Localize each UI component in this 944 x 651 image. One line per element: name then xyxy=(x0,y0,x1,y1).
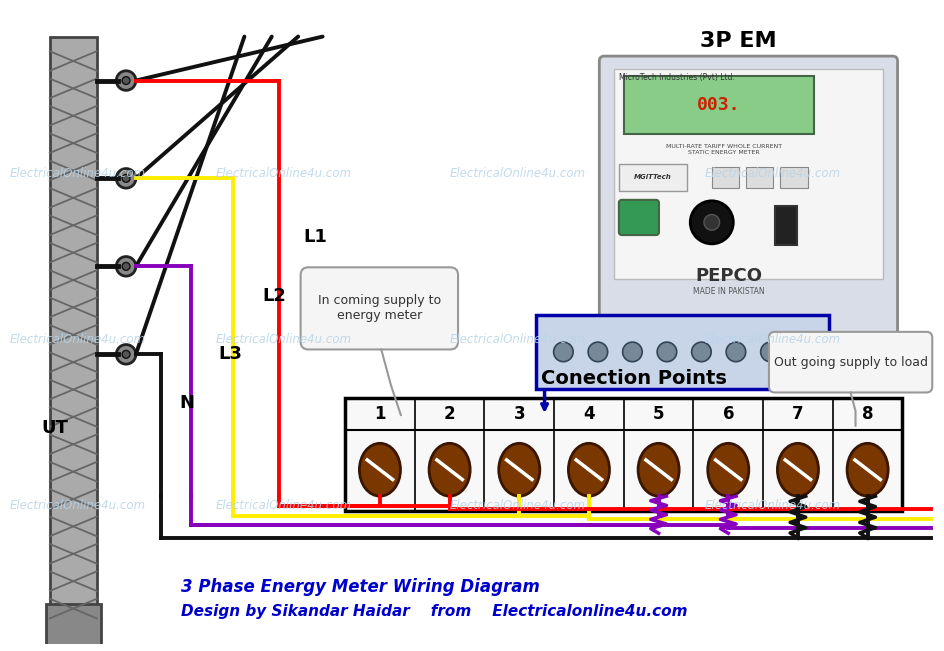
Bar xyxy=(618,163,686,191)
Circle shape xyxy=(725,342,745,362)
Circle shape xyxy=(587,342,607,362)
Text: 3 Phase Energy Meter Wiring Diagram: 3 Phase Energy Meter Wiring Diagram xyxy=(180,578,539,596)
Ellipse shape xyxy=(567,443,609,496)
Text: PEPCO: PEPCO xyxy=(695,267,762,285)
Text: ElectricalOnline4u.com: ElectricalOnline4u.com xyxy=(215,167,351,180)
Bar xyxy=(614,69,882,279)
Text: 3P EM: 3P EM xyxy=(700,31,776,51)
Circle shape xyxy=(760,342,780,362)
Circle shape xyxy=(689,201,733,244)
Bar xyxy=(774,206,796,245)
Text: 6: 6 xyxy=(722,405,733,423)
Text: ElectricalOnline4u.com: ElectricalOnline4u.com xyxy=(10,167,146,180)
Text: ElectricalOnline4u.com: ElectricalOnline4u.com xyxy=(449,499,585,512)
Ellipse shape xyxy=(777,443,818,496)
Ellipse shape xyxy=(637,443,679,496)
Bar xyxy=(50,36,96,628)
Text: MULTI-RATE TARIFF WHOLE CURRENT
STATIC ENERGY METER: MULTI-RATE TARIFF WHOLE CURRENT STATIC E… xyxy=(666,144,782,155)
Circle shape xyxy=(553,342,573,362)
Text: MicroTech Industries (Pvt) Ltd.: MicroTech Industries (Pvt) Ltd. xyxy=(618,73,734,82)
Circle shape xyxy=(122,174,130,182)
Bar xyxy=(535,315,828,389)
Text: ElectricalOnline4u.com: ElectricalOnline4u.com xyxy=(449,167,585,180)
Ellipse shape xyxy=(498,443,539,496)
Text: L2: L2 xyxy=(261,286,286,305)
Ellipse shape xyxy=(707,443,748,496)
Text: ElectricalOnline4u.com: ElectricalOnline4u.com xyxy=(449,333,585,346)
Text: N: N xyxy=(178,395,194,412)
Text: Out going supply to load: Out going supply to load xyxy=(773,355,927,368)
Text: In coming supply to
energy meter: In coming supply to energy meter xyxy=(317,294,441,322)
Text: UT: UT xyxy=(41,419,68,437)
Circle shape xyxy=(122,262,130,270)
Text: MADE IN PAKISTAN: MADE IN PAKISTAN xyxy=(692,287,764,296)
Text: 7: 7 xyxy=(791,405,803,423)
Text: ElectricalOnline4u.com: ElectricalOnline4u.com xyxy=(215,499,351,512)
Circle shape xyxy=(122,77,130,85)
Text: 2: 2 xyxy=(444,405,455,423)
Text: ElectricalOnline4u.com: ElectricalOnline4u.com xyxy=(703,333,839,346)
Text: L1: L1 xyxy=(303,228,327,246)
Text: MGiTTech: MGiTTech xyxy=(633,174,671,180)
Text: 5: 5 xyxy=(652,405,664,423)
Circle shape xyxy=(622,342,642,362)
Circle shape xyxy=(116,71,136,90)
Text: 1: 1 xyxy=(374,405,385,423)
Text: ElectricalOnline4u.com: ElectricalOnline4u.com xyxy=(10,333,146,346)
Text: L3: L3 xyxy=(218,345,242,363)
Text: 003.: 003. xyxy=(697,96,740,114)
Text: ElectricalOnline4u.com: ElectricalOnline4u.com xyxy=(703,167,839,180)
FancyBboxPatch shape xyxy=(598,56,897,335)
Ellipse shape xyxy=(429,443,470,496)
Bar xyxy=(711,167,738,188)
Text: Design by Sikandar Haidar    from    Electricalonline4u.com: Design by Sikandar Haidar from Electrica… xyxy=(180,604,686,619)
Text: ElectricalOnline4u.com: ElectricalOnline4u.com xyxy=(703,499,839,512)
Circle shape xyxy=(116,169,136,188)
Bar xyxy=(780,167,807,188)
Bar xyxy=(46,603,101,651)
Circle shape xyxy=(122,350,130,358)
Text: Conection Points: Conection Points xyxy=(540,369,726,388)
Circle shape xyxy=(703,215,718,230)
Text: 3: 3 xyxy=(513,405,525,423)
Circle shape xyxy=(116,256,136,276)
FancyBboxPatch shape xyxy=(618,200,658,235)
Ellipse shape xyxy=(359,443,400,496)
Circle shape xyxy=(691,342,711,362)
Bar xyxy=(745,167,772,188)
Circle shape xyxy=(794,342,814,362)
Bar xyxy=(345,398,902,511)
Circle shape xyxy=(656,342,676,362)
FancyBboxPatch shape xyxy=(300,268,458,350)
Text: 4: 4 xyxy=(582,405,594,423)
FancyBboxPatch shape xyxy=(768,332,932,393)
Bar xyxy=(623,76,814,134)
Text: ElectricalOnline4u.com: ElectricalOnline4u.com xyxy=(215,333,351,346)
Circle shape xyxy=(116,344,136,364)
Ellipse shape xyxy=(846,443,887,496)
Text: ElectricalOnline4u.com: ElectricalOnline4u.com xyxy=(10,499,146,512)
Text: 8: 8 xyxy=(861,405,872,423)
